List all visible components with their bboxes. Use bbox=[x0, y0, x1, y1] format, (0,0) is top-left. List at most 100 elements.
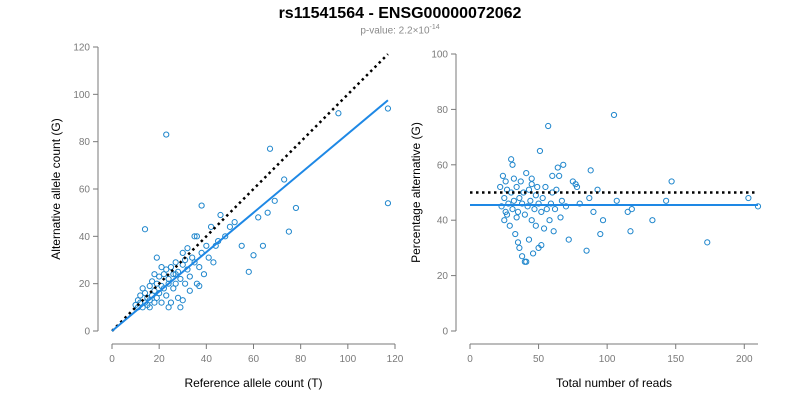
data-point bbox=[528, 181, 535, 188]
data-point bbox=[179, 297, 186, 304]
data-point bbox=[335, 110, 342, 117]
data-point bbox=[560, 161, 567, 168]
data-point bbox=[167, 264, 175, 271]
data-point bbox=[505, 200, 512, 207]
data-point bbox=[238, 242, 245, 249]
data-point bbox=[590, 208, 597, 215]
data-point bbox=[523, 258, 530, 265]
y-tick-label: 80 bbox=[437, 105, 449, 116]
data-point bbox=[628, 206, 635, 213]
x-tick-label: 200 bbox=[736, 354, 753, 365]
x-tick-label: 40 bbox=[201, 354, 213, 365]
data-point bbox=[587, 167, 594, 174]
p-value-text: p-value: 2.2×10 bbox=[360, 25, 430, 37]
data-point bbox=[509, 206, 516, 213]
data-point bbox=[146, 297, 153, 304]
data-point bbox=[543, 206, 550, 213]
data-point bbox=[514, 239, 522, 246]
data-point bbox=[535, 200, 542, 207]
data-point bbox=[151, 299, 158, 306]
data-point bbox=[524, 203, 531, 210]
data-point bbox=[501, 194, 508, 202]
data-point bbox=[547, 200, 555, 207]
data-point bbox=[527, 197, 534, 204]
y-tick-label: 20 bbox=[79, 279, 91, 290]
data-point bbox=[137, 292, 144, 299]
data-point bbox=[281, 176, 288, 183]
data-point bbox=[174, 294, 182, 301]
y-tick-label: 60 bbox=[79, 185, 91, 196]
data-point bbox=[516, 244, 523, 251]
data-point bbox=[510, 197, 517, 204]
data-point bbox=[586, 194, 593, 202]
data-point bbox=[508, 156, 515, 163]
data-point bbox=[499, 172, 507, 179]
data-point bbox=[210, 259, 217, 266]
data-point bbox=[498, 203, 505, 210]
data-point bbox=[191, 259, 198, 266]
data-point bbox=[255, 214, 262, 221]
data-point bbox=[148, 278, 156, 285]
chart-subtitle: p-value: 2.2×10-14 bbox=[0, 24, 800, 36]
data-point bbox=[193, 233, 200, 240]
data-point bbox=[165, 275, 172, 283]
data-point bbox=[532, 192, 539, 199]
x-tick-label: 0 bbox=[467, 354, 473, 365]
data-point bbox=[163, 131, 170, 138]
data-point bbox=[158, 264, 165, 271]
data-point bbox=[754, 203, 762, 210]
data-point bbox=[549, 172, 556, 179]
data-point bbox=[222, 233, 229, 240]
data-point bbox=[292, 204, 300, 212]
y-tick-label: 120 bbox=[73, 43, 90, 54]
data-point bbox=[177, 275, 184, 283]
data-point bbox=[186, 287, 193, 294]
data-point bbox=[151, 271, 158, 278]
data-point bbox=[551, 206, 559, 213]
data-point bbox=[528, 175, 535, 182]
data-point bbox=[513, 183, 520, 191]
data-point bbox=[513, 214, 520, 221]
data-point bbox=[384, 105, 392, 112]
data-point bbox=[597, 230, 604, 238]
data-point bbox=[160, 285, 167, 292]
data-point bbox=[153, 254, 160, 261]
data-point bbox=[624, 208, 631, 215]
data-point bbox=[546, 217, 553, 224]
data-point bbox=[550, 228, 557, 235]
data-point bbox=[534, 183, 541, 191]
data-point bbox=[554, 164, 561, 171]
data-point bbox=[179, 249, 186, 256]
x-tick-label: 80 bbox=[295, 354, 307, 365]
data-point bbox=[536, 147, 544, 155]
data-point bbox=[557, 214, 564, 221]
x-tick-label: 100 bbox=[599, 354, 616, 365]
data-point bbox=[153, 294, 160, 301]
data-point bbox=[610, 111, 618, 119]
data-point bbox=[186, 273, 193, 280]
data-point bbox=[529, 250, 537, 257]
data-point bbox=[502, 208, 509, 215]
data-point bbox=[704, 239, 711, 246]
x-tick-label: 100 bbox=[339, 354, 356, 365]
data-point bbox=[502, 178, 509, 185]
y-tick-label: 100 bbox=[73, 90, 90, 101]
data-point bbox=[540, 225, 548, 232]
x-tick-label: 20 bbox=[154, 354, 166, 365]
data-point bbox=[182, 280, 189, 287]
y-tick-label: 20 bbox=[437, 271, 449, 282]
data-point bbox=[158, 299, 165, 306]
data-point bbox=[668, 178, 675, 185]
data-point bbox=[558, 197, 565, 204]
data-point bbox=[139, 285, 146, 292]
data-point bbox=[141, 226, 149, 233]
fit-line bbox=[111, 99, 389, 332]
data-point bbox=[528, 217, 535, 224]
data-point bbox=[501, 217, 508, 224]
x-tick-label: 120 bbox=[387, 354, 404, 365]
y-axis-title: Alternative allele count (G) bbox=[49, 118, 63, 259]
data-point bbox=[514, 208, 522, 215]
data-point bbox=[205, 254, 212, 261]
data-point bbox=[510, 175, 517, 182]
